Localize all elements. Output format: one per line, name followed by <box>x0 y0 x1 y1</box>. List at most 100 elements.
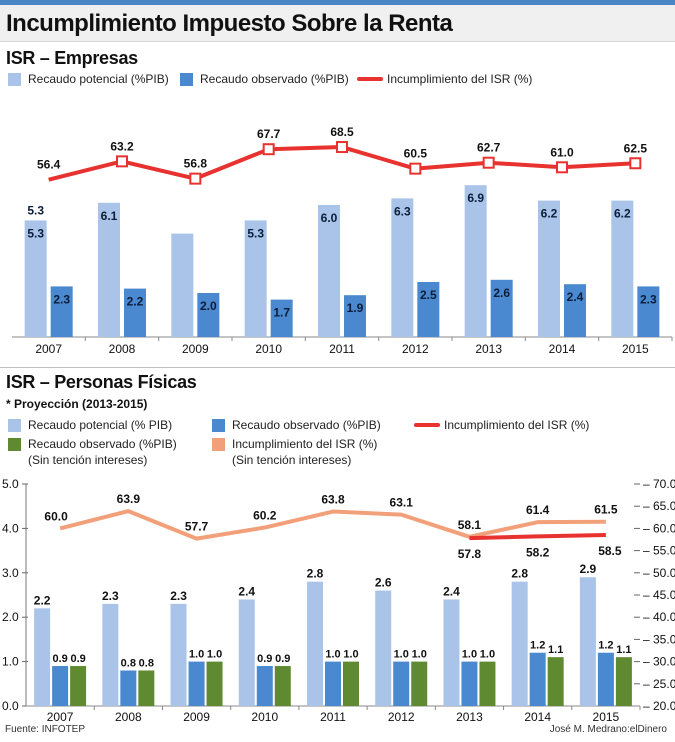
data-label-incumplimiento: 58.2 <box>526 545 550 559</box>
bar-potencial <box>170 603 187 706</box>
data-label-observado-sin-intereses: 1.0 <box>207 649 222 661</box>
legend-label-2: (Sin tención intereses) <box>232 453 352 467</box>
data-label-observado: 1.0 <box>325 649 340 661</box>
data-label-potencial: 6.2 <box>614 207 631 221</box>
line-marker <box>482 156 495 169</box>
data-label-observado: 1.7 <box>273 306 290 320</box>
x-tick-label: 2010 <box>255 342 282 356</box>
y-tick-label-right: – 60.0 <box>643 521 675 535</box>
legend-personas: Recaudo potencial (% PIB) Recaudo observ… <box>0 416 675 470</box>
data-label-observado: 1.2 <box>530 640 545 652</box>
bar-observado <box>124 288 146 337</box>
data-label-incumplimiento-sin-intereses: 61.5 <box>594 503 618 517</box>
y-tick-label-right: – 25.0 <box>643 677 675 691</box>
section-title-personas: ISR – Personas Físicas <box>6 372 197 392</box>
data-label-potencial: 6.1 <box>101 209 118 223</box>
data-label-observado: 2.2 <box>127 295 144 309</box>
legend-swatch <box>8 73 21 86</box>
legend-label: Recaudo potencial (% PIB) <box>28 418 173 432</box>
data-label-incumplimiento-sin-intereses: 57.7 <box>185 520 209 534</box>
bar-observado-sin-intereses <box>206 661 223 706</box>
data-label-observado-sin-intereses: 0.8 <box>139 657 154 669</box>
data-label-incumplimiento: 62.7 <box>477 141 501 155</box>
bar-potencial <box>511 581 528 706</box>
data-label-observado-sin-intereses: 1.0 <box>412 649 427 661</box>
bar-observado <box>597 652 614 706</box>
data-label-observado: 1.0 <box>394 649 409 661</box>
x-tick-label: 2008 <box>109 342 136 356</box>
x-tick-label: 2013 <box>456 710 483 724</box>
line-marker <box>116 155 128 168</box>
data-label-potencial: 6.0 <box>321 211 338 225</box>
x-tick-label: 2007 <box>35 342 62 356</box>
legend-label: Recaudo observado (%PIB) <box>200 72 349 86</box>
x-tick-label: 2015 <box>622 342 649 356</box>
data-label-observado-sin-intereses: 1.1 <box>616 644 631 656</box>
y-tick-label-left: 3.0 <box>2 566 19 580</box>
x-tick-label: 2011 <box>329 342 355 356</box>
page-title: Incumplimiento Impuesto Sobre la Renta <box>6 10 453 37</box>
credit-note: José M. Medrano:elDinero <box>549 724 667 735</box>
data-label-observado: 1.0 <box>462 649 477 661</box>
bar-potencial <box>244 220 267 337</box>
data-label-observado: 2.4 <box>567 290 584 304</box>
bar-observado <box>490 279 513 337</box>
bar-observado <box>529 652 546 706</box>
y-tick-label-right: – 50.0 <box>643 566 675 580</box>
x-tick-label: 2013 <box>475 342 502 356</box>
bar-potencial <box>443 599 460 706</box>
data-label-potencial: 2.3 <box>170 589 187 603</box>
legend-empresas: Recaudo potencial (%PIB) Recaudo observa… <box>0 72 675 90</box>
legend-swatch <box>212 419 225 432</box>
data-label-observado-sin-intereses: 1.0 <box>343 649 358 661</box>
data-label-observado: 2.5 <box>420 288 437 302</box>
legend-label: Incumplimiento del ISR (%) <box>232 437 378 451</box>
line-marker <box>336 141 348 154</box>
bar-potencial <box>611 200 634 337</box>
legend-label: Recaudo potencial (%PIB) <box>28 72 169 86</box>
x-tick-label: 2015 <box>593 710 620 724</box>
x-tick-label: 2009 <box>183 710 210 724</box>
bar-observado <box>417 282 440 337</box>
bar-potencial <box>307 581 323 706</box>
legend-swatch <box>180 73 193 86</box>
legend-swatch <box>212 438 225 451</box>
bar-observado-sin-intereses <box>70 666 87 706</box>
y-tick-label-left: 4.0 <box>2 521 19 535</box>
bar-observado-sin-intereses <box>547 657 564 706</box>
section-divider <box>0 367 675 368</box>
data-label-potencial: 6.2 <box>541 207 558 221</box>
x-tick-label: 2014 <box>549 342 576 356</box>
data-label-potencial: 2.4 <box>238 584 255 598</box>
y-tick-label-right: – 65.0 <box>643 499 675 513</box>
data-label-potencial: 2.2 <box>34 593 51 607</box>
bar-observado <box>256 666 273 706</box>
bar-observado <box>52 666 69 706</box>
data-label-observado: 1.0 <box>189 649 204 661</box>
line-marker <box>409 162 422 175</box>
y-tick-label-left: 0.0 <box>2 699 19 713</box>
x-tick-label: 2010 <box>251 710 278 724</box>
title-bar: Incumplimiento Impuesto Sobre la Renta <box>0 5 675 42</box>
bar-potencial <box>102 603 119 706</box>
data-label-observado: 2.3 <box>53 292 70 306</box>
data-label-incumplimiento: 67.7 <box>257 127 281 141</box>
data-label-incumplimiento: 57.8 <box>458 547 482 561</box>
y-tick-label-right: – 35.0 <box>643 632 675 646</box>
y-tick-label-left: 5.0 <box>2 477 19 491</box>
y-tick-label-right: – 45.0 <box>643 588 675 602</box>
bar-potencial <box>375 590 392 706</box>
x-tick-label: 2007 <box>47 710 74 724</box>
bar-observado <box>461 661 478 706</box>
data-label-incumplimiento: 60.5 <box>404 147 428 161</box>
top-accent-bar <box>0 0 675 5</box>
legend-swatch <box>8 438 21 451</box>
data-label-incumplimiento: 61.0 <box>550 145 574 159</box>
data-label-incumplimiento-sin-intereses: 58.1 <box>458 518 482 532</box>
y-tick-label-right: – 40.0 <box>643 610 675 624</box>
data-label-incumplimiento-sin-intereses: 60.0 <box>44 509 68 523</box>
legend-label: Recaudo observado (%PIB) <box>232 418 381 432</box>
bar-observado <box>188 661 205 706</box>
bar-observado-sin-intereses <box>274 666 291 706</box>
bar-potencial <box>238 599 255 706</box>
